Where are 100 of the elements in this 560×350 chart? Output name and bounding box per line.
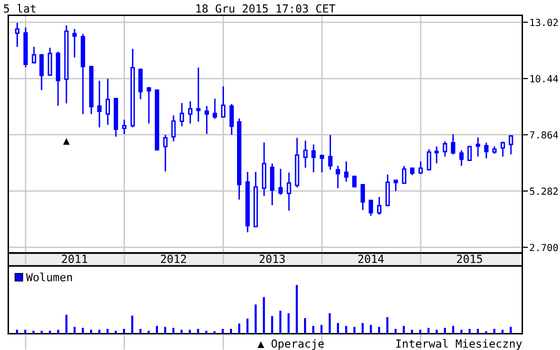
candlestick	[212, 98, 218, 120]
candlestick	[278, 168, 283, 196]
bar	[246, 318, 248, 334]
bar	[386, 317, 388, 334]
x-tick-label: 2011	[62, 254, 88, 264]
bar	[296, 284, 298, 334]
candlestick	[180, 102, 184, 127]
bar	[510, 326, 512, 334]
y-tick-label: 10.44	[530, 75, 558, 82]
candlestick	[450, 133, 456, 156]
candlestick	[442, 140, 448, 158]
bar	[304, 318, 306, 334]
bar	[394, 328, 397, 334]
candlestick	[39, 54, 44, 91]
candlestick	[328, 134, 333, 170]
y-tick-label: 2.700	[530, 244, 558, 252]
candlestick	[426, 148, 432, 171]
candlestick	[221, 86, 226, 118]
candlestick	[344, 160, 348, 182]
bar	[271, 316, 274, 334]
candlestick	[48, 47, 52, 77]
bar	[320, 324, 323, 334]
text: ▲ Operacje	[258, 339, 324, 350]
candlestick	[146, 86, 152, 124]
candlestick	[360, 184, 365, 211]
bar	[279, 310, 282, 334]
bar	[402, 326, 405, 334]
bar	[476, 328, 479, 334]
x-tick-label: 2014	[358, 254, 384, 264]
candlestick	[394, 179, 398, 192]
bar	[65, 314, 68, 334]
bar	[370, 324, 372, 334]
chart-title: 5 lat	[4, 4, 36, 13]
bar	[362, 322, 364, 334]
candlestick	[377, 196, 382, 216]
bar	[197, 328, 200, 334]
bar	[262, 297, 265, 334]
candlestick	[163, 134, 168, 172]
candlestick	[368, 200, 374, 216]
bar	[238, 323, 240, 334]
bar	[82, 328, 84, 334]
bar	[493, 328, 496, 334]
bar	[328, 313, 331, 334]
candlestick	[32, 46, 36, 64]
candlestick	[97, 80, 102, 128]
candlestick	[188, 100, 192, 124]
candlestick	[402, 165, 406, 184]
candlestick	[171, 114, 176, 142]
bar	[452, 326, 454, 334]
candlestick	[418, 160, 423, 175]
bar	[156, 326, 158, 334]
bar	[419, 330, 422, 334]
candlestick	[270, 162, 274, 206]
candlestick	[320, 154, 324, 174]
x-tick-label: 2013	[260, 254, 285, 264]
bar	[353, 326, 356, 334]
bar	[345, 326, 348, 334]
candlestick	[311, 144, 316, 174]
bar	[312, 326, 314, 334]
bar	[222, 328, 224, 334]
candlestick	[106, 78, 110, 126]
bar	[114, 330, 117, 334]
candlestick	[385, 174, 390, 207]
candlestick	[434, 146, 439, 164]
candlestick	[15, 22, 20, 48]
chart-subtitle: 18 Gru 2015 17:03 CET	[196, 4, 336, 13]
bar	[444, 328, 446, 334]
bar	[288, 313, 290, 334]
bar	[336, 322, 339, 334]
y-tick-label: 13.02	[530, 18, 558, 26]
bar	[254, 304, 257, 334]
candlestick	[459, 150, 464, 166]
bar	[378, 326, 380, 334]
y-tick-label: 7.864	[530, 131, 558, 139]
bar	[230, 328, 232, 334]
bar	[106, 328, 109, 334]
x-tick-label: 2015	[457, 254, 482, 264]
candlestick	[484, 142, 489, 160]
bar	[468, 328, 471, 334]
legend-label: Wolumen	[26, 272, 72, 282]
candlestick	[196, 66, 201, 122]
candlestick	[138, 68, 143, 100]
candlestick	[204, 105, 209, 135]
x-tick-label: 2012	[160, 254, 186, 264]
candlestick	[286, 172, 292, 212]
candlestick	[500, 140, 506, 158]
annotation: ▲	[63, 138, 70, 145]
candlestick	[122, 119, 126, 135]
candlestick	[476, 136, 480, 158]
bar	[131, 316, 134, 334]
bar	[172, 328, 174, 334]
text: Interwal Miesieczny	[396, 339, 522, 350]
bar	[24, 330, 26, 334]
candlestick	[467, 146, 472, 162]
y-tick-label: 5.282	[530, 188, 558, 195]
bar	[427, 328, 430, 334]
candlestick	[303, 140, 308, 168]
candlestick	[336, 165, 340, 189]
bar	[74, 326, 76, 334]
candlestick	[72, 28, 77, 58]
